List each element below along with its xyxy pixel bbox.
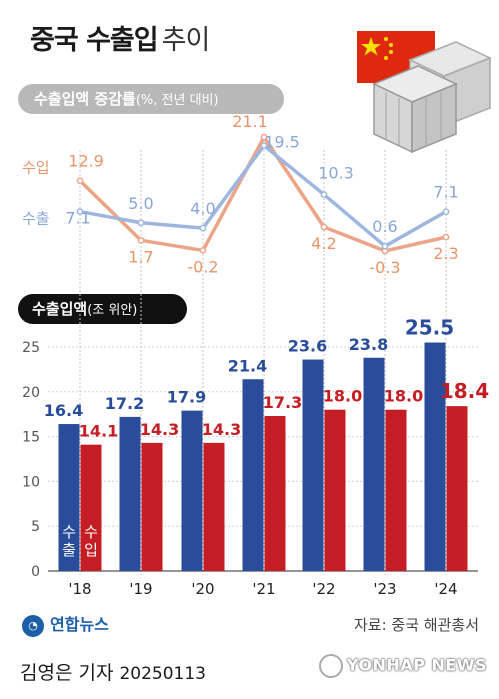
import-bar (203, 442, 225, 571)
import-bar (264, 415, 286, 571)
export-growth-label: 4.0 (190, 199, 215, 218)
y-tick-label: 5 (31, 519, 40, 535)
watermark-logo-icon (318, 654, 343, 678)
import-value-label: 14.3 (140, 420, 179, 439)
bar-legend-export: 수출 (62, 523, 76, 559)
export-bar (363, 357, 385, 571)
byline: 김영은 기자 20250113 (20, 658, 206, 685)
data-point (320, 191, 328, 198)
export-value-label: 17.2 (105, 394, 144, 413)
bar-legend-import-char: 입 (84, 541, 98, 559)
legend-import: 수입 (22, 159, 50, 177)
agency-name: 연합뉴스 (50, 615, 109, 634)
x-tick-label: '24 (434, 580, 457, 598)
x-tick-label: '21 (252, 580, 275, 598)
cargo-crate-icon (372, 41, 492, 154)
data-point (76, 177, 84, 185)
export-bar (119, 416, 141, 571)
export-value-label: 23.8 (349, 335, 388, 354)
growth-section-label: 수출입액 증감률(%, 전년 대비) (18, 84, 284, 114)
export-growth-label: 0.6 (372, 217, 397, 236)
bar-legend-import: 수입 (84, 523, 98, 559)
growth-line-chart: 12.9 1.7 -0.2 21.1 4.2 -0.3 2.3 7.1 5.0 4.0 19.5 10… (22, 112, 459, 575)
bar-legend-export-char: 출 (62, 541, 76, 559)
export-value-label: 23.6 (288, 337, 327, 356)
y-tick-label: 25 (22, 340, 40, 356)
export-value-label: 16.4 (44, 401, 83, 420)
data-point (199, 224, 207, 232)
agency-logo-icon: ◔ (22, 614, 44, 637)
import-bar (446, 406, 468, 571)
x-tick-label: '20 (191, 580, 214, 598)
export-bar (58, 424, 80, 571)
import-value-label: 18.4 (440, 379, 489, 403)
data-point (137, 236, 145, 244)
title-sub: 추이 (161, 25, 211, 56)
import-growth-label: -0.2 (187, 257, 218, 276)
x-tick-label: '18 (68, 580, 91, 598)
value-bar-chart: 0 5 10 15 20 25 16.4 14.1 '18 17.2 14.3 '19 17.9 14.3… (22, 316, 489, 598)
data-point (199, 247, 207, 254)
import-bar (385, 409, 407, 571)
value-label-strong: 수출입액 (32, 300, 88, 318)
export-growth-label: 7.1 (65, 209, 90, 228)
import-value-label: 17.3 (263, 393, 302, 412)
data-point (137, 219, 145, 227)
import-growth-label: 21.1 (232, 112, 268, 131)
y-tick-label: 15 (22, 430, 40, 446)
export-value-label: 21.4 (228, 356, 267, 375)
import-value-label: 14.3 (202, 420, 241, 439)
import-bar (80, 444, 102, 571)
export-value-label: 25.5 (405, 316, 454, 340)
byline-date: 20250113 (119, 664, 206, 684)
data-point (320, 223, 328, 231)
data-point (381, 242, 389, 250)
x-tick-label: '22 (312, 580, 335, 598)
watermark: YONHAP NEWS (318, 654, 487, 678)
byline-name: 김영은 기자 (20, 662, 114, 684)
import-bar (324, 409, 346, 571)
value-section-label: 수출입액(조 위안) (18, 294, 187, 324)
data-point (442, 208, 450, 215)
y-tick-label: 10 (22, 474, 40, 490)
growth-label-light: (%, 전년 대비) (135, 93, 219, 108)
legend-export: 수출 (22, 210, 50, 228)
export-growth-label: 19.5 (264, 133, 300, 152)
export-growth-label: 10.3 (318, 164, 354, 183)
bar-legend-export-char: 수 (62, 523, 76, 541)
watermark-text: YONHAP NEWS (346, 655, 487, 675)
data-point (442, 233, 450, 241)
export-growth-label: 7.1 (433, 183, 458, 202)
y-tick-label: 0 (31, 564, 40, 580)
import-growth-label: 1.7 (128, 247, 153, 266)
import-growth-label: -0.3 (369, 258, 400, 277)
page-title: 중국 수출입 추이 (30, 18, 211, 57)
export-value-label: 17.9 (167, 388, 206, 407)
export-bar (424, 342, 446, 571)
export-bar (181, 410, 203, 571)
import-growth-label: 4.2 (311, 234, 336, 253)
data-point (260, 133, 268, 141)
y-tick-label: 20 (22, 385, 40, 401)
export-bar (242, 379, 264, 571)
agency-logo: ◔ 연합뉴스 (22, 611, 109, 637)
x-tick-label: '23 (373, 580, 396, 598)
import-value-label: 18.0 (384, 387, 423, 406)
growth-label-strong: 수출입액 증감률 (34, 90, 136, 108)
source-note: 자료: 중국 해관총서 (354, 616, 479, 634)
export-bar (302, 359, 324, 571)
import-growth-label: 2.3 (433, 244, 458, 263)
export-growth-label: 5.0 (128, 194, 153, 213)
import-bar (141, 442, 163, 571)
import-growth-label: 12.9 (68, 152, 104, 171)
import-value-label: 14.1 (79, 422, 118, 441)
data-point (260, 142, 268, 149)
data-point (76, 208, 84, 215)
x-tick-label: '19 (129, 580, 152, 598)
title-main: 중국 수출입 (30, 25, 159, 56)
value-label-light: (조 위안) (87, 303, 138, 318)
bar-legend-import-char: 수 (84, 523, 98, 541)
import-value-label: 18.0 (323, 387, 362, 406)
